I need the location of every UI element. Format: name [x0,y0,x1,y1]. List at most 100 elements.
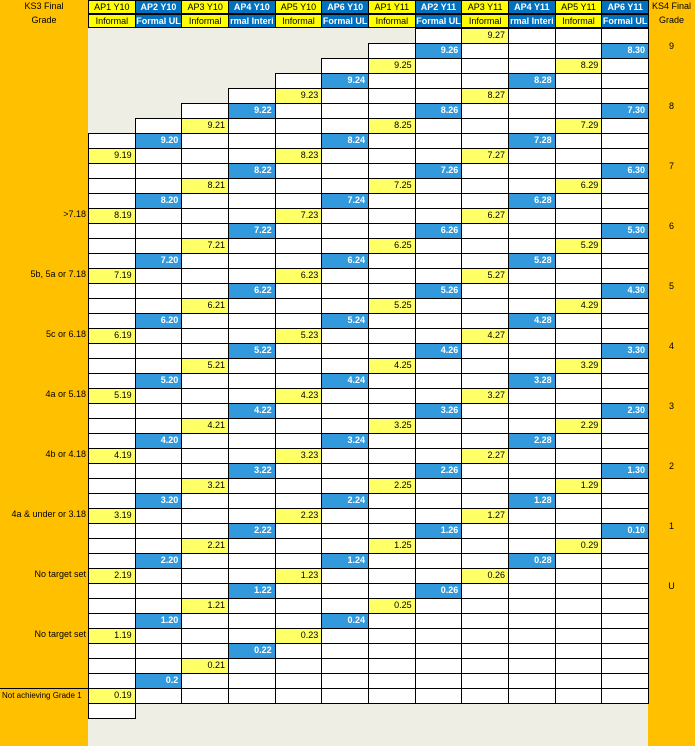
empty-cell [554,148,603,164]
empty-cell [134,688,183,704]
grade-value-cell: 0.28 [508,553,556,569]
ks4-grade-label: 5 [668,281,674,291]
empty-cell [554,28,603,44]
empty-cell [601,418,649,434]
empty-cell [601,58,649,74]
empty-cell [368,223,416,239]
empty-cell [601,493,649,509]
grade-value-cell: 6.28 [508,193,556,209]
empty-cell [134,643,183,659]
grade-value-cell: 9.26 [414,43,463,59]
empty-cell [88,538,136,554]
empty-cell [461,403,509,419]
grade-value-cell: 3.21 [181,478,229,494]
grade-value-cell: 9.25 [368,58,416,74]
grade-value-cell: 7.25 [368,178,416,194]
empty-cell [134,403,183,419]
empty-cell [414,118,463,134]
empty-cell [414,178,463,194]
empty-cell [134,298,183,314]
empty-cell [88,643,136,659]
empty-cell [134,208,183,224]
empty-cell [461,343,509,359]
grade-value-cell: 5.25 [368,298,416,314]
empty-cell [181,673,229,689]
empty-cell [414,643,463,659]
empty-cell [274,403,323,419]
ks4-grade-panel [648,0,695,746]
column-header-7: AP1 Y11 [368,0,416,14]
empty-cell [461,193,509,209]
empty-cell [274,583,323,599]
grade-value-cell: 4.22 [228,403,276,419]
grade-value-cell: 8.26 [414,103,463,119]
empty-cell [601,148,649,164]
empty-cell [134,568,183,584]
empty-cell [321,658,369,674]
empty-cell [181,373,229,389]
empty-cell [508,628,556,644]
empty-cell [321,283,369,299]
ks4-grade-label: 8 [668,101,674,111]
grade-value-cell: 4.26 [414,343,463,359]
empty-cell [274,688,323,704]
empty-cell [181,493,229,509]
empty-cell [274,493,323,509]
column-type-12: Formal UL [601,14,649,28]
grade-value-cell: 3.25 [368,418,416,434]
empty-cell [321,343,369,359]
empty-cell [554,508,603,524]
grade-value-cell: 8.29 [554,58,603,74]
empty-cell [274,223,323,239]
grade-value-cell: 3.29 [554,358,603,374]
empty-cell [321,583,369,599]
column-type-5: Informal [274,14,323,28]
empty-cell [368,463,416,479]
grade-value-cell: 5.19 [88,388,136,404]
empty-cell [88,298,136,314]
empty-cell [554,268,603,284]
empty-cell [274,613,323,629]
empty-cell [368,163,416,179]
empty-cell [228,133,276,149]
empty-cell [368,328,416,344]
empty-cell [601,358,649,374]
empty-cell [274,673,323,689]
empty-cell [88,313,136,329]
empty-cell [414,373,463,389]
empty-cell [414,493,463,509]
empty-cell [228,613,276,629]
empty-cell [181,253,229,269]
empty-cell [554,208,603,224]
empty-cell [321,628,369,644]
empty-cell [508,448,556,464]
grade-value-cell: 4.27 [461,328,509,344]
empty-cell [134,118,183,134]
grade-value-cell: 1.19 [88,628,136,644]
empty-cell [461,253,509,269]
empty-cell [321,358,369,374]
empty-cell [554,448,603,464]
grade-value-cell: 2.24 [321,493,369,509]
grade-value-cell: 9.19 [88,148,136,164]
grade-value-cell: 2.19 [88,568,136,584]
empty-cell [181,193,229,209]
grade-value-cell: 8.19 [88,208,136,224]
empty-cell [228,658,276,674]
empty-cell [414,598,463,614]
empty-cell [321,328,369,344]
grade-value-cell: 9.27 [461,28,509,44]
empty-cell [508,523,556,539]
empty-cell [508,58,556,74]
grade-value-cell: 1.28 [508,493,556,509]
empty-cell [228,328,276,344]
column-type-6: Formal UL [321,14,369,28]
grade-value-cell: 0.23 [274,628,323,644]
grade-value-cell: 7.20 [134,253,183,269]
empty-cell [368,373,416,389]
grade-value-cell: 2.30 [601,403,649,419]
empty-cell [134,223,183,239]
empty-cell [181,613,229,629]
grade-value-cell: 3.26 [414,403,463,419]
empty-cell [228,268,276,284]
